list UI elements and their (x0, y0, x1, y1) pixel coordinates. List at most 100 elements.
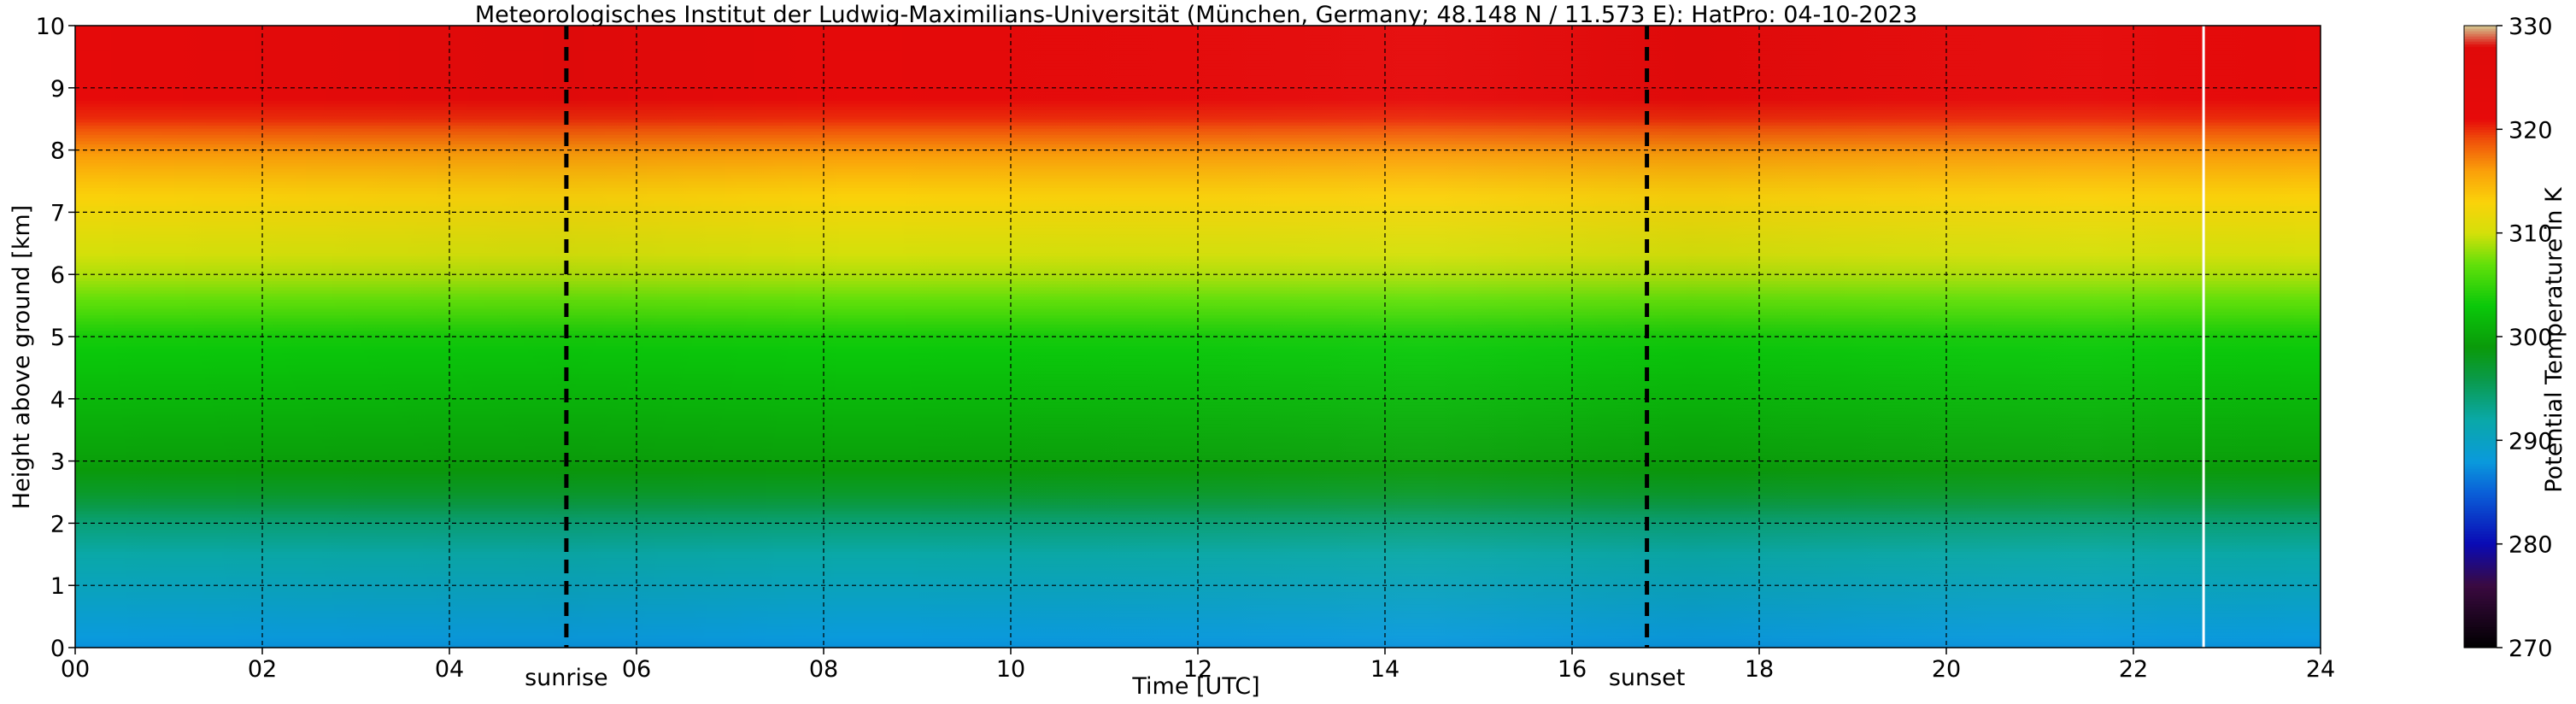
colorbar-segment (2464, 230, 2497, 234)
colorbar-segment (2464, 471, 2497, 475)
colorbar-segment (2464, 302, 2497, 307)
colorbar-segment (2464, 31, 2497, 34)
colorbar-segment (2464, 300, 2497, 304)
colorbar-segment (2464, 264, 2497, 267)
colorbar-segment (2464, 186, 2497, 190)
colorbar-segment (2464, 375, 2497, 379)
colorbar-segment (2464, 44, 2497, 47)
colorbar-tick-label: 280 (2509, 532, 2553, 559)
y-tick-label: 6 (50, 262, 65, 289)
colorbar-segment (2464, 453, 2497, 457)
colorbar-segment (2464, 495, 2497, 498)
colorbar-segment (2464, 178, 2497, 182)
colorbar-segment (2464, 139, 2497, 144)
colorbar-segment (2464, 448, 2497, 452)
colorbar-segment (2464, 367, 2497, 372)
colorbar-segment (2464, 253, 2497, 257)
colorbar-segment (2464, 427, 2497, 431)
colorbar-segment (2464, 538, 2497, 543)
colorbar-segment (2464, 378, 2497, 382)
x-tick-label: 16 (1558, 656, 1587, 683)
colorbar-segment (2464, 95, 2497, 99)
colorbar-segment (2464, 417, 2497, 420)
event-lines: sunrise sunset (525, 26, 1685, 691)
colorbar-segment (2464, 536, 2497, 540)
colorbar-segment (2464, 285, 2497, 288)
colorbar-segment (2464, 515, 2497, 519)
colorbar-segment (2464, 150, 2497, 154)
colorbar-tick-label: 330 (2509, 14, 2553, 40)
colorbar-segment (2464, 132, 2497, 135)
colorbar-segment (2464, 214, 2497, 219)
colorbar-segment (2464, 41, 2497, 44)
colorbar-segment (2464, 476, 2497, 480)
colorbar-segment (2464, 49, 2497, 52)
colorbar-segment (2464, 202, 2497, 205)
colorbar-segment (2464, 225, 2497, 229)
colorbar-tick-label: 300 (2509, 325, 2553, 351)
grid (75, 26, 2321, 648)
colorbar-segment (2464, 549, 2497, 553)
colorbar-segment (2464, 232, 2497, 237)
colorbar-segment (2464, 69, 2497, 73)
colorbar-segment (2464, 601, 2497, 605)
colorbar-segment (2464, 106, 2497, 109)
colorbar-segment (2464, 62, 2497, 66)
colorbar-segment (2464, 624, 2497, 628)
colorbar-segment (2464, 520, 2497, 524)
sunrise-label: sunrise (525, 665, 608, 691)
x-tick-label: 06 (622, 656, 651, 683)
colorbar-segment (2464, 59, 2497, 63)
colorbar-segment (2464, 370, 2497, 374)
colorbar-segment (2464, 155, 2497, 159)
colorbar-segment (2464, 191, 2497, 195)
colorbar-segment (2464, 129, 2497, 132)
colorbar-segment (2464, 240, 2497, 244)
colorbar-segment (2464, 626, 2497, 631)
colorbar-segment (2464, 546, 2497, 550)
colorbar-segment (2464, 337, 2497, 340)
colorbar-segment (2464, 419, 2497, 423)
colorbar-segment (2464, 165, 2497, 169)
colorbar-segment (2464, 189, 2497, 192)
colorbar-segment (2464, 360, 2497, 363)
colorbar-label: Potential Temperature in K (2541, 186, 2567, 493)
colorbar-segment (2464, 603, 2497, 607)
colorbar-segment (2464, 259, 2497, 262)
colorbar-segment (2464, 328, 2497, 332)
colorbar-segment (2464, 277, 2497, 280)
colorbar-segment (2464, 197, 2497, 200)
colorbar-segment (2464, 595, 2497, 599)
colorbar-segment (2464, 505, 2497, 508)
colorbar-segment (2464, 616, 2497, 620)
colorbar-segment (2464, 51, 2497, 55)
colorbar-segment (2464, 380, 2497, 384)
colorbar-tick-label: 320 (2509, 117, 2553, 144)
colorbar-segment (2464, 390, 2497, 395)
colorbar-segment (2464, 486, 2497, 490)
colorbar-segment (2464, 90, 2497, 94)
colorbar-segment (2464, 326, 2497, 330)
colorbar-segment (2464, 124, 2497, 127)
colorbar-segment (2464, 64, 2497, 68)
colorbar-segment (2464, 481, 2497, 485)
x-tick-label: 10 (996, 656, 1025, 683)
colorbar-segment (2464, 320, 2497, 325)
colorbar-segment (2464, 222, 2497, 226)
colorbar-segment (2464, 541, 2497, 545)
colorbar-segment (2464, 121, 2497, 125)
colorbar-segment (2464, 267, 2497, 270)
colorbar-segment (2464, 588, 2497, 591)
colorbar-segment (2464, 85, 2497, 89)
colorbar-segment (2464, 248, 2497, 252)
colorbar-segment (2464, 116, 2497, 120)
colorbar-segment (2464, 297, 2497, 302)
colorbar-segment (2464, 243, 2497, 247)
colorbar-segment (2464, 639, 2497, 643)
x-tick-label: 02 (248, 656, 277, 683)
colorbar-segment (2464, 272, 2497, 275)
colorbar-segment (2464, 606, 2497, 610)
colorbar-segment (2464, 212, 2497, 216)
colorbar-segment (2464, 523, 2497, 527)
colorbar-segment (2464, 279, 2497, 283)
